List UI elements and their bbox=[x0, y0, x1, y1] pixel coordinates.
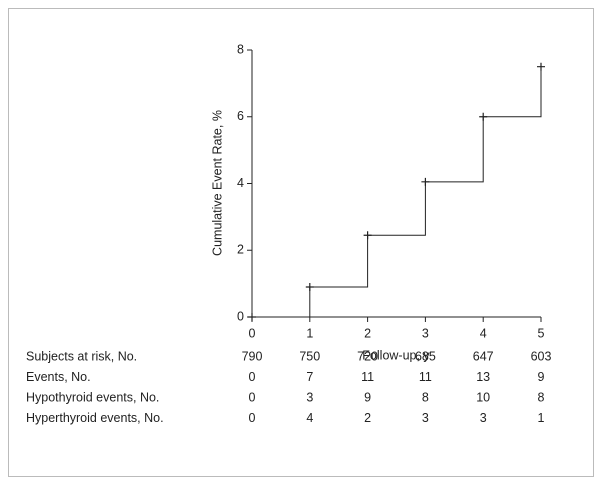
risk-value: 9 bbox=[538, 370, 545, 384]
risk-value: 11 bbox=[361, 370, 374, 384]
risk-value: 3 bbox=[306, 390, 313, 404]
x-tick-label: 4 bbox=[480, 326, 487, 340]
y-tick-label: 2 bbox=[237, 243, 244, 257]
risk-value: 647 bbox=[473, 349, 494, 363]
risk-row-label: Events, No. bbox=[26, 370, 91, 384]
step-line bbox=[309, 235, 369, 288]
step-line bbox=[367, 181, 426, 236]
y-tick-label: 6 bbox=[237, 109, 244, 123]
risk-value: 2 bbox=[364, 411, 371, 425]
risk-value: 1 bbox=[538, 411, 545, 425]
point-marker bbox=[537, 62, 545, 71]
risk-value: 790 bbox=[242, 349, 263, 363]
x-tick-label: 5 bbox=[538, 326, 545, 340]
risk-value: 10 bbox=[476, 390, 490, 404]
risk-value: 0 bbox=[249, 370, 256, 384]
y-tick-label: 4 bbox=[237, 176, 244, 190]
risk-row-label: Subjects at risk, No. bbox=[26, 349, 137, 363]
risk-value: 750 bbox=[299, 349, 320, 363]
risk-row-label: Hyperthyroid events, No. bbox=[26, 411, 164, 425]
risk-value: 9 bbox=[364, 390, 371, 404]
risk-value: 4 bbox=[306, 411, 313, 425]
risk-value: 3 bbox=[480, 411, 487, 425]
risk-value: 0 bbox=[249, 411, 256, 425]
x-tick-label: 0 bbox=[249, 326, 256, 340]
step-line bbox=[483, 66, 542, 118]
risk-value: 8 bbox=[538, 390, 545, 404]
y-tick-label: 8 bbox=[237, 42, 244, 56]
risk-value: 3 bbox=[422, 411, 429, 425]
risk-row-label: Hypothyroid events, No. bbox=[26, 390, 159, 404]
risk-value: 13 bbox=[476, 370, 490, 384]
risk-value: 7 bbox=[306, 370, 313, 384]
risk-value: 11 bbox=[419, 370, 432, 384]
step-line bbox=[425, 116, 484, 183]
risk-value: 8 bbox=[422, 390, 429, 404]
risk-value: 720 bbox=[357, 349, 378, 363]
y-axis-label: Cumulative Event Rate, % bbox=[210, 110, 224, 256]
frame bbox=[8, 8, 594, 477]
x-tick-label: 3 bbox=[422, 326, 429, 340]
x-axis-label: Follow-up, y bbox=[362, 348, 430, 362]
y-tick-label: 0 bbox=[237, 309, 244, 323]
x-tick-label: 2 bbox=[364, 326, 371, 340]
step-line bbox=[252, 286, 311, 318]
risk-value: 685 bbox=[415, 349, 436, 363]
x-tick-label: 1 bbox=[306, 326, 313, 340]
risk-value: 0 bbox=[249, 390, 256, 404]
risk-value: 603 bbox=[531, 349, 552, 363]
